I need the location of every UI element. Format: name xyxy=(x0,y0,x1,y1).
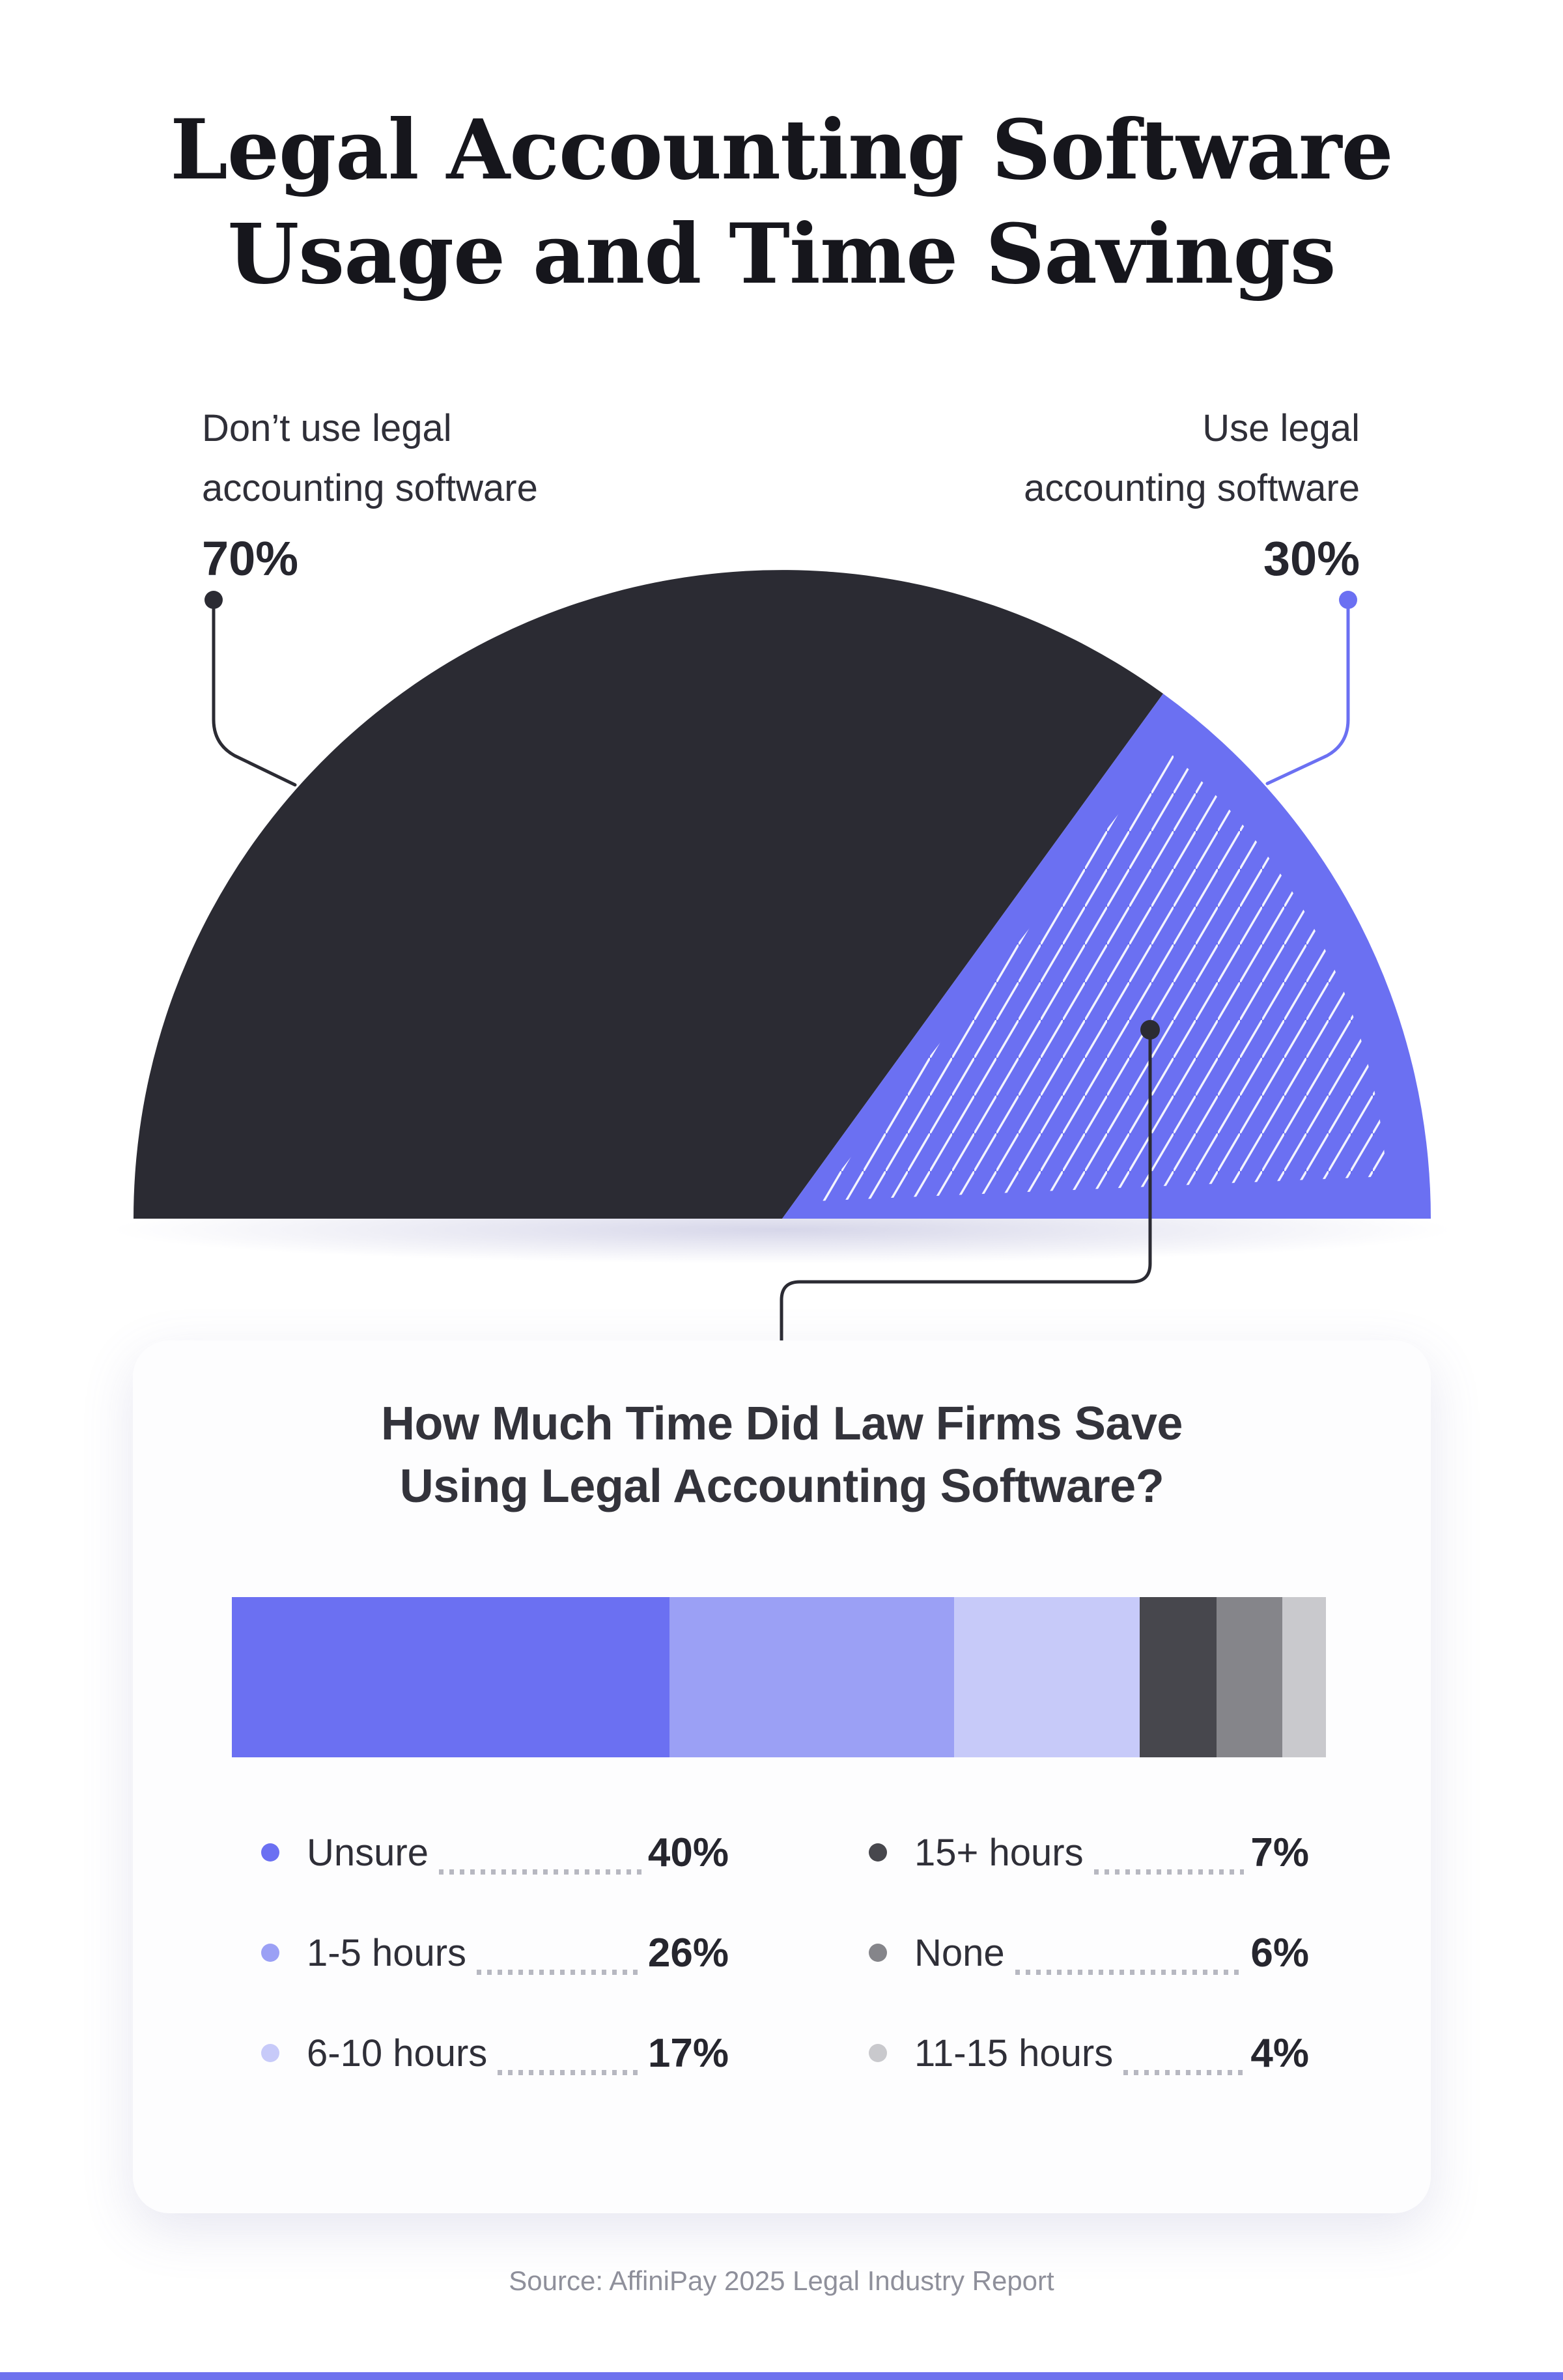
leader-line-dont-use xyxy=(212,607,297,787)
pie-slice-hatch-overlay xyxy=(817,751,1387,1201)
page-title: Legal Accounting Software Usage and Time… xyxy=(0,98,1563,306)
bar-segment-11-15-hours xyxy=(1282,1597,1326,1757)
legend-label: None xyxy=(914,1931,1005,1974)
bar-segment-1-5-hours xyxy=(669,1597,954,1757)
legend-label: 1-5 hours xyxy=(307,1931,467,1974)
dotted-leader xyxy=(498,2070,641,2075)
dotted-leader xyxy=(1123,2070,1245,2075)
leader-dot-dont-use xyxy=(204,591,223,609)
legend-value: 40% xyxy=(647,1830,729,1875)
dotted-leader xyxy=(1015,1970,1245,1975)
legend-label: 6-10 hours xyxy=(307,2032,488,2075)
bar-segment-none xyxy=(1216,1597,1282,1757)
legend-dot-icon xyxy=(869,2044,887,2062)
legend-value: 26% xyxy=(647,1930,729,1976)
legend-row: None 6% xyxy=(869,1914,1309,1992)
dotted-leader xyxy=(477,1970,641,1975)
legend-label: 11-15 hours xyxy=(914,2032,1114,2075)
legend-value: 4% xyxy=(1250,2030,1309,2076)
callout-dont-use-value: 70% xyxy=(202,531,299,586)
dotted-leader xyxy=(438,1869,641,1875)
callout-use-value: 30% xyxy=(1263,531,1360,586)
pie-slice-dont-use-70 xyxy=(134,570,1163,1219)
legend-label: Unsure xyxy=(307,1831,429,1874)
page-title-line1: Legal Accounting Software xyxy=(170,102,1393,198)
legend-dot-icon xyxy=(261,2044,279,2062)
time-savings-card: How Much Time Did Law Firms Save Using L… xyxy=(133,1340,1431,2213)
semicircle-shadow xyxy=(111,1196,1453,1264)
legend-row: 6-10 hours 17% xyxy=(261,2014,729,2092)
legend-dot-icon xyxy=(869,1843,887,1862)
legend-dot-icon xyxy=(261,1944,279,1962)
callout-dont-use-line1: Don’t use legal xyxy=(202,407,452,449)
dotted-leader xyxy=(1093,1869,1245,1875)
callout-dont-use-line2: accounting software xyxy=(202,467,538,509)
bar-segment-15-plus xyxy=(1140,1597,1217,1757)
legend-dot-icon xyxy=(261,1843,279,1862)
callout-dont-use: Don’t use legal accounting software 70% xyxy=(202,399,538,589)
connector-dot-wedge xyxy=(1140,1020,1160,1040)
leader-dot-use xyxy=(1339,591,1357,609)
connector-line-to-card xyxy=(780,1038,1152,1350)
bar-legend: Unsure 40% 1-5 hours 26% 6-10 hours 17% … xyxy=(261,1813,1309,2092)
card-title-line2: Using Legal Accounting Software? xyxy=(399,1460,1164,1512)
stacked-bar-chart xyxy=(232,1597,1326,1757)
bottom-accent-bar xyxy=(0,2372,1563,2380)
legend-dot-icon xyxy=(869,1944,887,1962)
legend-row: 11-15 hours 4% xyxy=(869,2014,1309,2092)
legend-row: Unsure 40% xyxy=(261,1813,729,1891)
callout-use-line1: Use legal xyxy=(1202,407,1360,449)
legend-label: 15+ hours xyxy=(914,1831,1084,1874)
page-title-line2: Usage and Time Savings xyxy=(227,206,1336,302)
callout-use-line2: accounting software xyxy=(1024,467,1360,509)
legend-row: 1-5 hours 26% xyxy=(261,1914,729,1992)
legend-value: 7% xyxy=(1250,1830,1309,1875)
card-title: How Much Time Did Law Firms Save Using L… xyxy=(133,1393,1431,1518)
pie-slice-use-30 xyxy=(782,694,1431,1219)
card-title-line1: How Much Time Did Law Firms Save xyxy=(381,1398,1183,1450)
bar-segment-6-10-hours xyxy=(953,1597,1140,1757)
legend-row: 15+ hours 7% xyxy=(869,1813,1309,1891)
leader-line-use xyxy=(1265,607,1350,786)
source-attribution: Source: AffiniPay 2025 Legal Industry Re… xyxy=(509,2265,1054,2296)
callout-use: Use legal accounting software 30% xyxy=(1024,399,1360,589)
legend-value: 17% xyxy=(647,2030,729,2076)
legend-value: 6% xyxy=(1250,1930,1309,1976)
bar-segment-unsure xyxy=(232,1597,669,1757)
